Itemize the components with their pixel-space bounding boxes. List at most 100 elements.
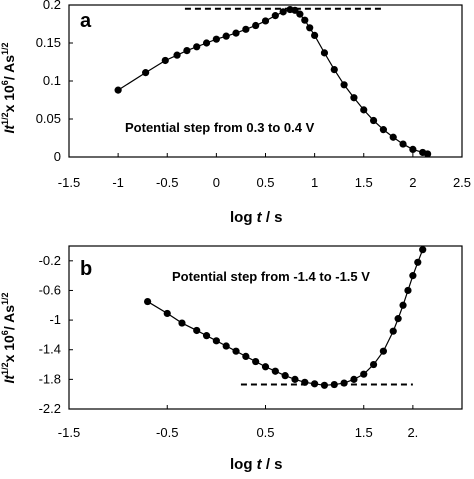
data-marks bbox=[144, 246, 427, 389]
data-point bbox=[330, 66, 338, 74]
data-point bbox=[419, 246, 427, 254]
y-tick-label: -1 bbox=[49, 312, 61, 327]
data-point bbox=[281, 372, 289, 380]
y-tick-label: 0.2 bbox=[43, 0, 61, 12]
x-tick-label: 1.5 bbox=[355, 425, 373, 440]
y-axis-label-unit: / As bbox=[1, 305, 17, 330]
data-point bbox=[369, 360, 378, 369]
x-tick-label: 1 bbox=[311, 175, 318, 190]
data-point bbox=[424, 150, 432, 158]
x-tick-label: -0.5 bbox=[156, 175, 178, 190]
data-point bbox=[414, 258, 422, 266]
y-axis-label-mid: x 10 bbox=[1, 335, 17, 362]
data-point bbox=[261, 363, 270, 371]
data-point bbox=[144, 297, 152, 306]
data-point bbox=[193, 43, 201, 51]
x-tick-label: 2 bbox=[409, 175, 416, 190]
data-point bbox=[252, 357, 260, 366]
svg-text:log t / s: log t / s bbox=[230, 209, 283, 226]
x-axis-label: log t / s bbox=[230, 209, 283, 226]
data-point bbox=[212, 337, 220, 345]
x-tick-label: -1.5 bbox=[58, 425, 80, 440]
data-point bbox=[360, 370, 368, 378]
data-point bbox=[330, 380, 338, 389]
y-tick-label: 0.05 bbox=[36, 111, 61, 126]
data-point bbox=[340, 81, 348, 89]
axis-ticks: -1.5 -0.5 0.5 1.5 2. -0.2 -0.6 -1 -1.4 -1.8 -2.2 bbox=[39, 253, 419, 440]
data-point bbox=[232, 29, 240, 37]
y-axis-label-mid: x 10 bbox=[1, 85, 17, 112]
y-axis-label-unit: / As bbox=[1, 55, 17, 80]
data-point bbox=[394, 315, 402, 323]
svg-text:log t / s: log t / s bbox=[230, 456, 283, 473]
data-point bbox=[291, 6, 299, 14]
data-point bbox=[350, 375, 358, 383]
y-axis-label: It1/2x 106/ As1/2 bbox=[0, 292, 17, 383]
data-marks bbox=[114, 5, 432, 158]
x-tick-label: -1 bbox=[112, 175, 124, 190]
data-point bbox=[404, 286, 412, 295]
x-tick-label: 2. bbox=[407, 425, 418, 440]
panel-label: a bbox=[80, 10, 92, 32]
data-point bbox=[252, 21, 260, 30]
panel-b: b Potential step from -1.4 to -1.5 V It1… bbox=[0, 245, 463, 473]
data-point bbox=[183, 47, 191, 55]
data-point bbox=[296, 10, 304, 18]
data-point bbox=[389, 327, 397, 335]
data-point bbox=[271, 367, 279, 375]
y-tick-label: -1.4 bbox=[39, 342, 61, 357]
data-point bbox=[222, 32, 230, 40]
data-point bbox=[389, 133, 397, 141]
data-point bbox=[178, 319, 186, 327]
y-tick-label: 0.1 bbox=[43, 73, 61, 88]
data-point bbox=[161, 56, 169, 65]
data-point bbox=[340, 379, 348, 387]
annotation: Potential step from -1.4 to -1.5 V bbox=[172, 269, 370, 284]
panel-label: b bbox=[80, 258, 92, 280]
x-axis-label: log t / s bbox=[230, 456, 283, 473]
data-point bbox=[261, 17, 270, 25]
data-point bbox=[173, 51, 181, 59]
data-point bbox=[409, 145, 417, 153]
x-tick-label: -1.5 bbox=[58, 175, 80, 190]
y-axis-label: It1/2x 106/ As1/2 bbox=[0, 42, 17, 133]
x-tick-label: -0.5 bbox=[156, 425, 178, 440]
data-point bbox=[242, 352, 250, 360]
data-point bbox=[114, 86, 122, 94]
data-point bbox=[291, 375, 299, 383]
data-point bbox=[311, 31, 319, 39]
svg-text:It1/2x 106/ As1/2: It1/2x 106/ As1/2 bbox=[0, 292, 17, 383]
y-tick-label: 0 bbox=[54, 149, 61, 164]
data-point bbox=[306, 24, 314, 32]
x-tick-label: 1.5 bbox=[355, 175, 373, 190]
data-point bbox=[320, 381, 329, 389]
data-point bbox=[311, 380, 319, 388]
data-point bbox=[379, 347, 387, 355]
data-point bbox=[232, 347, 240, 355]
y-tick-label: 0.15 bbox=[36, 35, 61, 50]
data-point bbox=[399, 140, 407, 148]
data-point bbox=[379, 126, 387, 134]
y-axis-label-fragment: It bbox=[1, 124, 17, 134]
y-tick-label: -0.6 bbox=[39, 282, 61, 297]
x-tick-label: 0.5 bbox=[256, 175, 274, 190]
data-point bbox=[320, 49, 329, 57]
data-point bbox=[271, 12, 279, 20]
svg-text:It1/2x 106/ As1/2: It1/2x 106/ As1/2 bbox=[0, 42, 17, 133]
data-point bbox=[301, 378, 309, 386]
x-tick-label: 2.5 bbox=[453, 175, 471, 190]
data-point bbox=[212, 35, 220, 43]
axis-ticks: -1.5 -1 -0.5 0 0.5 1 1.5 2 2.5 0 0.05 0.1 0.15 0.2 bbox=[36, 0, 471, 190]
x-tick-label: 0.5 bbox=[256, 425, 274, 440]
data-point bbox=[369, 116, 378, 125]
data-point bbox=[301, 16, 309, 24]
data-point bbox=[222, 342, 230, 350]
data-point bbox=[409, 272, 417, 280]
data-point bbox=[142, 69, 150, 77]
y-tick-label: -2.2 bbox=[39, 401, 61, 416]
data-point bbox=[202, 39, 211, 47]
data-point bbox=[350, 94, 358, 102]
data-point bbox=[193, 326, 201, 335]
y-tick-label: -1.8 bbox=[39, 371, 61, 386]
data-point bbox=[163, 309, 171, 318]
